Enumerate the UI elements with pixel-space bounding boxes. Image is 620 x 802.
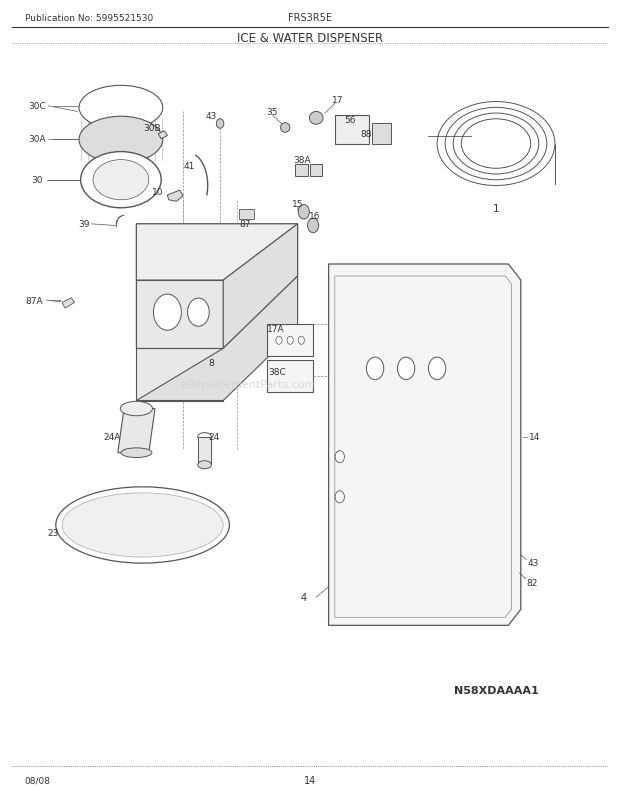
Polygon shape [223, 225, 298, 349]
Polygon shape [136, 281, 223, 349]
Ellipse shape [335, 451, 345, 463]
Ellipse shape [120, 402, 153, 416]
Polygon shape [167, 191, 183, 202]
Ellipse shape [280, 124, 290, 133]
Text: 30A: 30A [29, 135, 46, 144]
Ellipse shape [81, 152, 161, 209]
Ellipse shape [121, 448, 152, 458]
Bar [372, 124, 391, 144]
Text: 88: 88 [360, 129, 371, 139]
Text: 43: 43 [528, 558, 539, 568]
Ellipse shape [79, 86, 162, 130]
Text: 82: 82 [526, 578, 538, 588]
Ellipse shape [298, 205, 309, 220]
Bar [267, 361, 313, 393]
Ellipse shape [62, 493, 223, 557]
Polygon shape [329, 265, 521, 626]
Bar [295, 164, 308, 176]
Bar [267, 325, 313, 357]
Ellipse shape [216, 119, 224, 129]
Ellipse shape [154, 294, 181, 331]
Polygon shape [136, 225, 298, 349]
Text: 30: 30 [32, 176, 43, 185]
Text: 15: 15 [292, 200, 303, 209]
Text: 1: 1 [493, 204, 499, 213]
Ellipse shape [187, 298, 210, 327]
Text: 17: 17 [332, 95, 343, 105]
Text: 24A: 24A [103, 432, 120, 442]
Text: 14: 14 [529, 432, 540, 442]
Text: 38A: 38A [293, 156, 311, 165]
Bar [335, 116, 369, 144]
Text: N58XDAAAA1: N58XDAAAA1 [454, 685, 538, 695]
Ellipse shape [93, 160, 149, 200]
Polygon shape [136, 225, 298, 281]
Ellipse shape [428, 358, 446, 380]
Text: eReplacementParts.com: eReplacementParts.com [180, 380, 316, 390]
Text: 39: 39 [78, 220, 89, 229]
Text: 87: 87 [239, 220, 250, 229]
Polygon shape [198, 437, 211, 465]
Text: 87A: 87A [25, 296, 43, 306]
Bar [239, 210, 254, 220]
Ellipse shape [198, 433, 211, 441]
Polygon shape [118, 409, 155, 453]
Text: 30B: 30B [143, 124, 161, 133]
Ellipse shape [298, 337, 304, 345]
Text: 08/08: 08/08 [25, 775, 51, 784]
Text: 8: 8 [208, 358, 214, 368]
Text: 38C: 38C [268, 367, 286, 377]
Text: 30C: 30C [29, 102, 46, 111]
Text: 23: 23 [47, 529, 58, 538]
Polygon shape [136, 349, 223, 401]
Text: 56: 56 [345, 115, 356, 125]
Bar [310, 164, 322, 176]
Ellipse shape [308, 219, 319, 233]
Ellipse shape [366, 358, 384, 380]
Text: 16: 16 [309, 212, 321, 221]
Ellipse shape [287, 337, 293, 345]
Text: 10: 10 [153, 188, 164, 197]
Ellipse shape [56, 488, 229, 564]
Text: FRS3R5E: FRS3R5E [288, 14, 332, 23]
Ellipse shape [397, 358, 415, 380]
Text: 24: 24 [208, 432, 219, 442]
Text: 4: 4 [301, 593, 307, 602]
Ellipse shape [198, 461, 211, 469]
Ellipse shape [309, 112, 323, 125]
Polygon shape [158, 132, 167, 140]
Text: 41: 41 [184, 161, 195, 171]
Text: 17A: 17A [267, 324, 285, 334]
Text: Publication No: 5995521530: Publication No: 5995521530 [25, 14, 153, 23]
Ellipse shape [276, 337, 282, 345]
Text: 43: 43 [205, 111, 216, 121]
Ellipse shape [79, 117, 162, 164]
Polygon shape [136, 277, 298, 401]
Text: 14: 14 [304, 775, 316, 784]
Text: 35: 35 [266, 107, 277, 117]
Polygon shape [62, 298, 74, 309]
Ellipse shape [335, 491, 345, 504]
Text: ICE & WATER DISPENSER: ICE & WATER DISPENSER [237, 32, 383, 45]
